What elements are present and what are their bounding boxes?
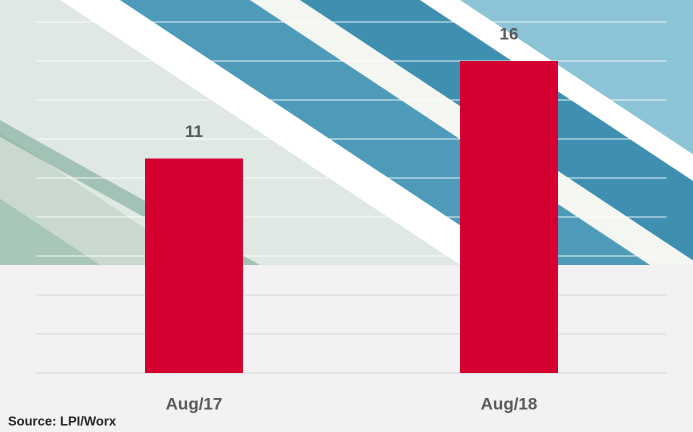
x-tick-label: Aug/17 <box>166 394 223 413</box>
x-tick-label: Aug/18 <box>481 394 538 413</box>
chart: Source: LPI/Worx Aug/17 11 Aug/18 16 <box>0 0 693 432</box>
data-label: 11 <box>185 122 203 141</box>
background-photo <box>0 0 693 265</box>
bar <box>145 159 243 374</box>
bar <box>460 61 558 373</box>
data-label: 16 <box>500 24 519 43</box>
source-note: Source: LPI/Worx <box>8 413 117 428</box>
